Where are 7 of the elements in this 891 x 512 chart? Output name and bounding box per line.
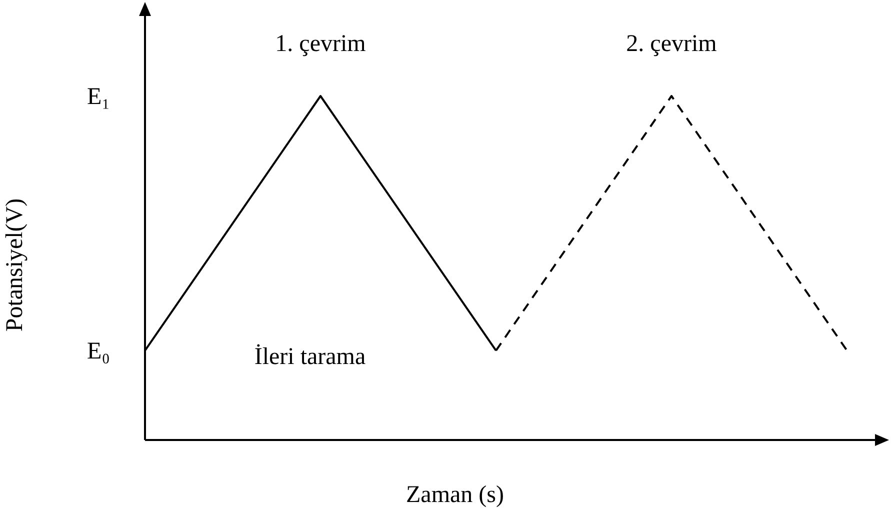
annotation: İleri tarama bbox=[254, 344, 366, 370]
text: E₁ bbox=[86, 84, 110, 110]
text: 1. çevrim bbox=[275, 31, 366, 57]
x-axis-title: Zaman (s) bbox=[406, 482, 504, 508]
text: E₀ bbox=[86, 338, 110, 365]
text: 2. çevrim bbox=[626, 31, 718, 57]
y-axis-title: Potansiyel(V) bbox=[2, 198, 28, 332]
